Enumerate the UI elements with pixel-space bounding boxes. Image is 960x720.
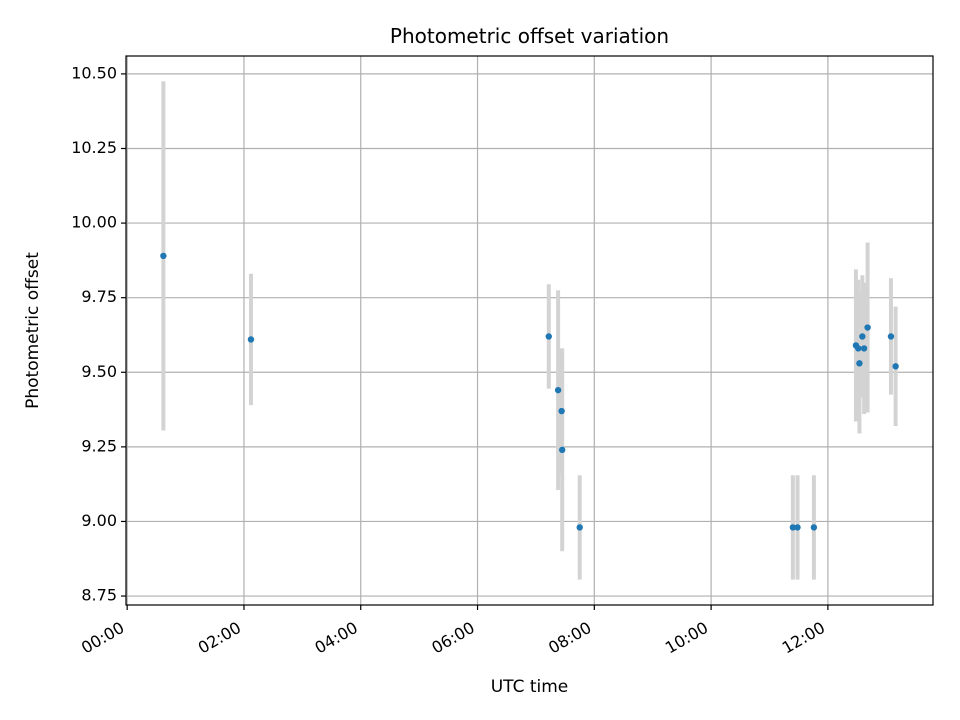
data-point [160,252,167,260]
y-tick-label: 9.50 [81,362,117,381]
y-tick-label: 9.00 [81,511,117,530]
data-point [559,446,566,454]
data-point [558,407,565,415]
y-axis-title: Photometric offset [23,252,43,409]
data-point [247,336,255,343]
data-point [887,333,895,340]
y-tick-label: 10.50 [71,63,117,82]
data-point [864,324,871,331]
data-point [810,524,818,531]
y-tick-label: 10.00 [71,213,117,232]
grid-lines [126,56,933,605]
data-point [859,333,866,340]
y-tick-label: 9.25 [81,436,117,455]
chart-title: Photometric offset variation [390,24,669,48]
data-point [794,524,801,531]
data-point [789,524,797,531]
data-point [554,386,562,394]
x-axis-title: UTC time [491,677,569,697]
y-tick-label: 9.75 [81,287,117,306]
plot-frame [125,55,934,606]
data-point [576,524,583,531]
data-point [856,360,863,367]
data-point [860,345,868,352]
y-axis-ticks: 8.75 9.00 9.25 9.50 9.75 10.00 10.25 10.50 [71,63,126,605]
data-points [160,252,899,531]
y-tick-label: 10.25 [71,138,117,157]
data-point [545,333,552,340]
data-point [892,363,899,370]
data-point [855,345,862,352]
y-tick-label: 8.75 [81,586,117,605]
